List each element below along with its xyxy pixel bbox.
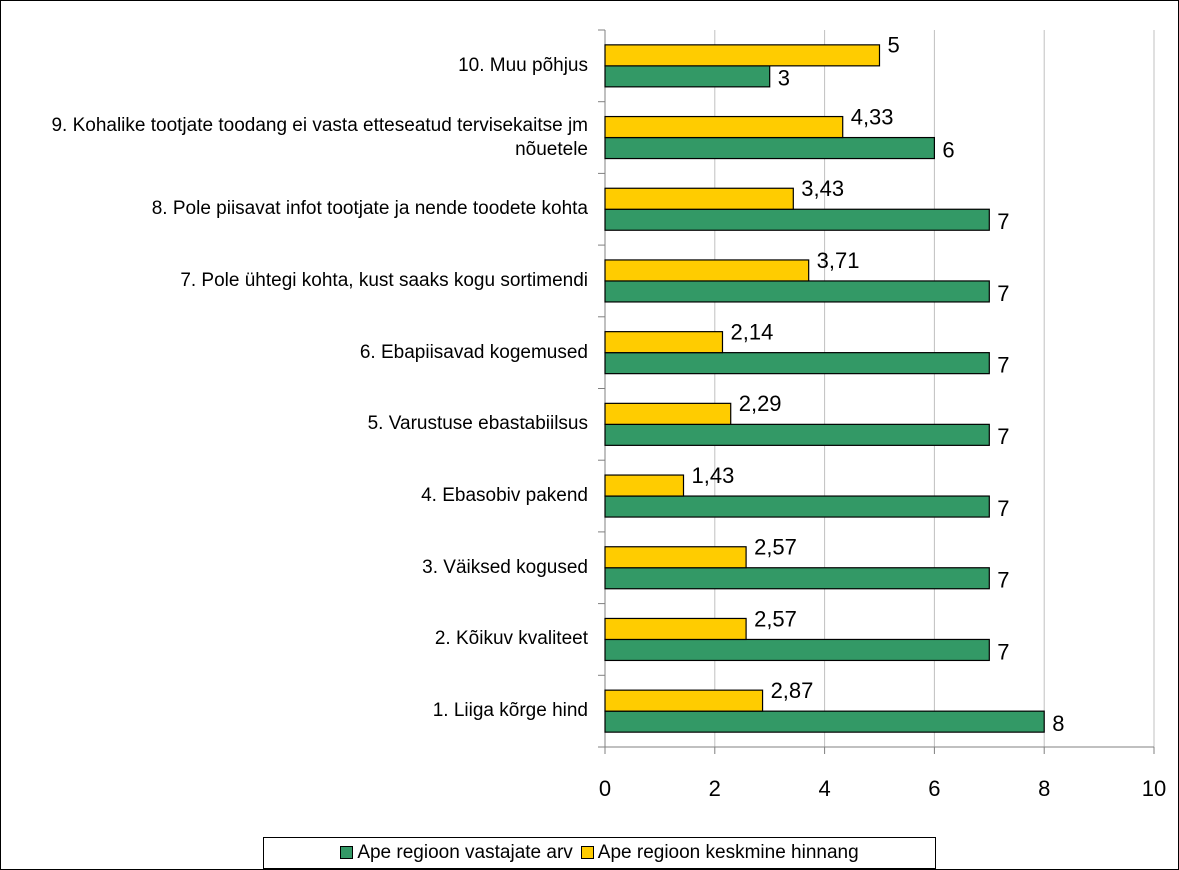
x-tick-label: 2 (709, 776, 721, 801)
x-tick-label: 10 (1142, 776, 1166, 801)
bar (604, 689, 764, 712)
bar (604, 710, 1045, 733)
x-tick-label: 6 (928, 776, 940, 801)
value-label: 5 (888, 33, 900, 58)
bar (604, 352, 990, 375)
value-label: 7 (997, 496, 1009, 521)
bar (604, 423, 990, 446)
category-label: 10. Muu põhjus (458, 54, 588, 76)
legend-label: Ape regioon vastajate arv (357, 842, 573, 863)
x-tick-label: 0 (599, 776, 611, 801)
bar (604, 187, 794, 210)
legend-item: Ape regioon vastajate arv (340, 842, 573, 864)
value-label: 7 (997, 281, 1009, 306)
value-label: 7 (997, 568, 1009, 593)
bar (604, 280, 990, 303)
category-label: 4. Ebasobiv pakend (421, 485, 588, 507)
value-label: 7 (997, 639, 1009, 664)
value-label: 6 (942, 137, 954, 162)
category-label: 8. Pole piisavat infot tootjate ja nende… (151, 198, 588, 220)
value-label: 2,87 (771, 678, 814, 703)
category-label: 1. Liiga kõrge hind (432, 700, 588, 722)
legend-swatch (580, 846, 594, 860)
legend-label: Ape regioon keskmine hinnang (597, 842, 859, 863)
value-label: 7 (997, 209, 1009, 234)
value-label: 1,43 (692, 463, 735, 488)
bar (604, 567, 990, 590)
legend-item: Ape regioon keskmine hinnang (580, 842, 859, 864)
category-label: 6. Ebapiisavad kogemused (359, 341, 588, 363)
x-tick-label: 4 (818, 776, 830, 801)
category-label: 7. Pole ühtegi kohta, kust saaks kogu so… (180, 269, 588, 291)
value-label: 4,33 (851, 104, 894, 129)
bar (604, 115, 844, 139)
x-tick-label: 8 (1038, 776, 1050, 801)
value-label: 8 (1052, 711, 1064, 736)
category-label: 9. Kohalike tootjate toodang ei vasta et… (51, 114, 588, 160)
value-label: 7 (997, 424, 1009, 449)
bar (604, 208, 990, 231)
bar (604, 546, 747, 569)
value-label: 3,43 (801, 176, 844, 201)
category-label: 5. Varustuse ebastabiilsus (367, 413, 588, 435)
category-label: 2. Kõikuv kvaliteet (434, 628, 588, 650)
bar (604, 617, 747, 641)
bar (604, 495, 990, 518)
value-label: 2,14 (730, 319, 773, 344)
bar (604, 44, 881, 67)
legend-swatch (340, 846, 354, 860)
bar (604, 402, 732, 425)
value-label: 7 (997, 352, 1009, 377)
bar (604, 136, 935, 160)
category-label: 3. Väiksed kogused (422, 556, 588, 578)
value-label: 2,57 (754, 535, 797, 560)
bar (604, 65, 771, 88)
bar (604, 331, 724, 354)
legend: Ape regioon vastajate arv Ape regioon kes… (263, 837, 936, 869)
bar (604, 638, 990, 662)
value-label: 2,57 (754, 606, 797, 631)
bar (604, 259, 810, 282)
bar (604, 474, 685, 497)
value-label: 3 (778, 66, 790, 91)
value-label: 3,71 (817, 248, 860, 273)
value-label: 2,29 (739, 391, 782, 416)
